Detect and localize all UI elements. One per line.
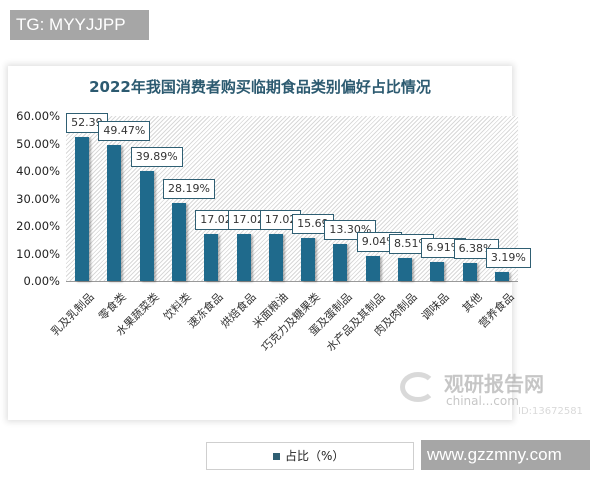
x-tick-label: 其他 — [459, 290, 485, 316]
x-tick-label: 调味品 — [419, 290, 452, 323]
data-label: 39.89% — [130, 147, 183, 168]
data-label: 52.39 — [66, 112, 108, 133]
legend-swatch-icon — [273, 453, 280, 460]
bar — [430, 261, 445, 281]
bar — [75, 136, 90, 281]
y-tick-label: 0.00% — [23, 274, 60, 288]
y-tick-label: 60.00% — [16, 109, 60, 123]
data-label: 17.02 — [195, 210, 237, 231]
logo-text-cn: 观研报告网 — [444, 372, 544, 396]
y-tick-label: 10.00% — [16, 246, 60, 261]
legend: 占比（%） — [206, 442, 414, 470]
bar — [301, 237, 316, 281]
bar — [365, 256, 380, 281]
y-tick-label: 30.00% — [16, 191, 60, 206]
y-axis: 60.00% 50.00% 40.00% 30.00% 20.00% 10.00% 0.00… — [10, 109, 62, 290]
bar — [462, 263, 477, 281]
bar — [204, 234, 219, 281]
y-tick-label: 40.00% — [16, 164, 60, 178]
data-label: 28.19% — [163, 179, 215, 200]
bar — [236, 234, 251, 281]
bar — [172, 203, 186, 281]
bar — [494, 272, 509, 281]
x-tick-label: 乳及乳制品 — [48, 290, 97, 339]
chart-title: 2022年我国消费者购买临期食品类别偏好占比情况 — [89, 78, 431, 96]
watermark-bottom: www.gzzmny.com — [421, 440, 590, 470]
logo-id: ID:13672581 — [518, 406, 583, 417]
bar — [268, 234, 283, 281]
legend-label: 占比（%） — [285, 449, 345, 463]
data-label: 17.02 — [227, 210, 270, 231]
x-axis-line — [66, 281, 518, 282]
x-tick-label: 烘焙食品 — [217, 290, 259, 331]
x-tick-label: 速冻食品 — [185, 290, 226, 331]
bar — [333, 244, 348, 281]
data-label: 3.19% — [485, 248, 531, 269]
y-tick-label: 20.00% — [16, 219, 60, 233]
logo-watermark: 观研报告网 chinal...com ID:13672581 — [400, 370, 600, 420]
logo-ring-icon — [400, 372, 436, 402]
bar — [139, 171, 154, 281]
y-tick-label: 50.00% — [16, 136, 60, 151]
data-label: 49.47% — [98, 120, 151, 141]
bar — [107, 144, 122, 281]
chart-panel: 2022年我国消费者购买临期食品类别偏好占比情况 60.00% 50.00% 40.… — [8, 66, 531, 470]
bar — [398, 257, 412, 281]
watermark-top: TG: MYYJJPP — [10, 10, 149, 40]
logo-text-en: chinal...com — [446, 394, 519, 408]
data-label: 15.69 — [292, 213, 334, 234]
